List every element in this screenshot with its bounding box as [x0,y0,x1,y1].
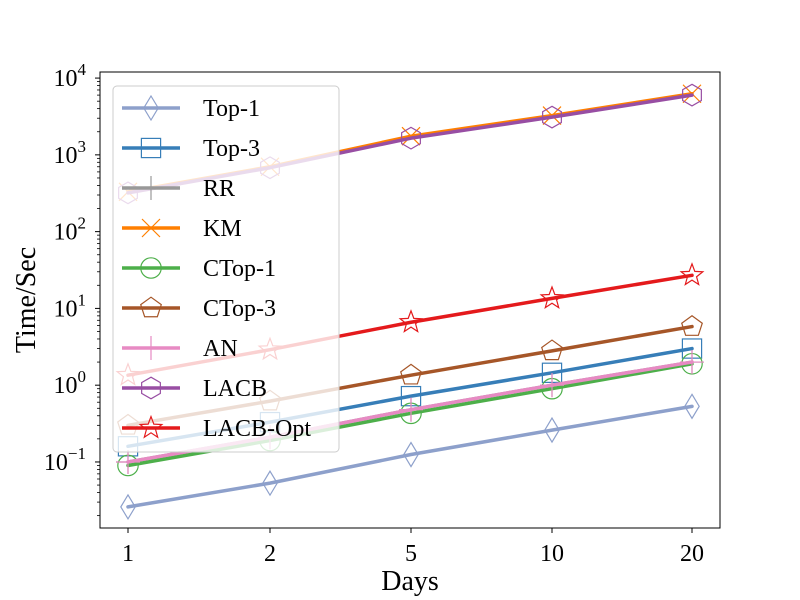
y-tick-label: 102 [54,214,87,246]
series-line [126,404,694,509]
legend-item: RR [122,176,235,202]
legend-label: LACB [203,376,267,402]
data-point [541,339,563,361]
data-point [681,315,703,336]
legend-item: KM [122,216,242,242]
x-tick-label: 20 [680,541,704,567]
legend-label: CTop-3 [203,296,276,322]
axes-ticks: 1 2 5 10 20 10−1 100 101 102 103 104 [44,60,704,567]
legend-marker [139,176,163,200]
legend-item: LACB [122,376,267,402]
legend-box [112,85,340,453]
y-tick-label: 101 [54,290,87,322]
x-tick-label: 2 [264,541,276,567]
data-point [262,469,278,497]
legend-label: AN [203,336,238,362]
data-point [679,262,705,286]
legend-marker [141,376,161,400]
y-tick-label: 103 [54,137,87,169]
legend-label: Top-3 [203,136,260,162]
series-top-1 [120,393,700,521]
x-axis-label: Days [381,566,439,597]
legend-label: LACB-Opt [203,416,311,442]
data-point [401,126,421,150]
legend-marker [139,336,163,360]
data-point [539,285,565,310]
legend-marker [141,218,161,238]
x-tick-label: 1 [122,541,134,567]
legend-label: RR [203,176,235,202]
legend-marker [140,257,162,279]
legend-marker [138,414,164,439]
data-point [544,416,560,444]
data-point [542,105,562,129]
legend-marker [140,137,162,159]
x-tick-label: 5 [405,541,417,567]
legend-item: LACB-Opt [122,414,311,442]
data-point [116,449,140,474]
data-point [398,309,424,333]
legend-marker [143,94,159,122]
plot-frame [99,71,721,529]
legend-marker [140,296,162,318]
legend-item: Top-1 [122,94,260,122]
legend: Top-1 Top-3 RR KM CTop-1 CTop-3 AN LACB LACB-Opt [112,85,340,453]
legend-label: CTop-1 [203,256,276,282]
x-tick-label: 10 [540,541,564,567]
data-point [399,397,423,422]
legend-label: Top-1 [203,96,260,122]
data-point [684,393,700,420]
data-point [682,83,702,107]
y-tick-label: 104 [54,60,87,92]
data-point [403,441,419,468]
legend-item: CTop-3 [122,296,276,322]
data-point [120,493,136,521]
y-tick-label: 10−1 [44,444,86,476]
data-point [680,350,704,375]
y-axis-label: Time/Sec [11,247,42,353]
y-tick-label: 100 [54,367,87,399]
legend-item: AN [122,336,238,362]
data-point [400,363,422,385]
data-point [540,373,564,398]
legend-item: Top-3 [122,136,260,162]
legend-item: CTop-1 [122,256,276,282]
legend-label: KM [203,216,242,242]
